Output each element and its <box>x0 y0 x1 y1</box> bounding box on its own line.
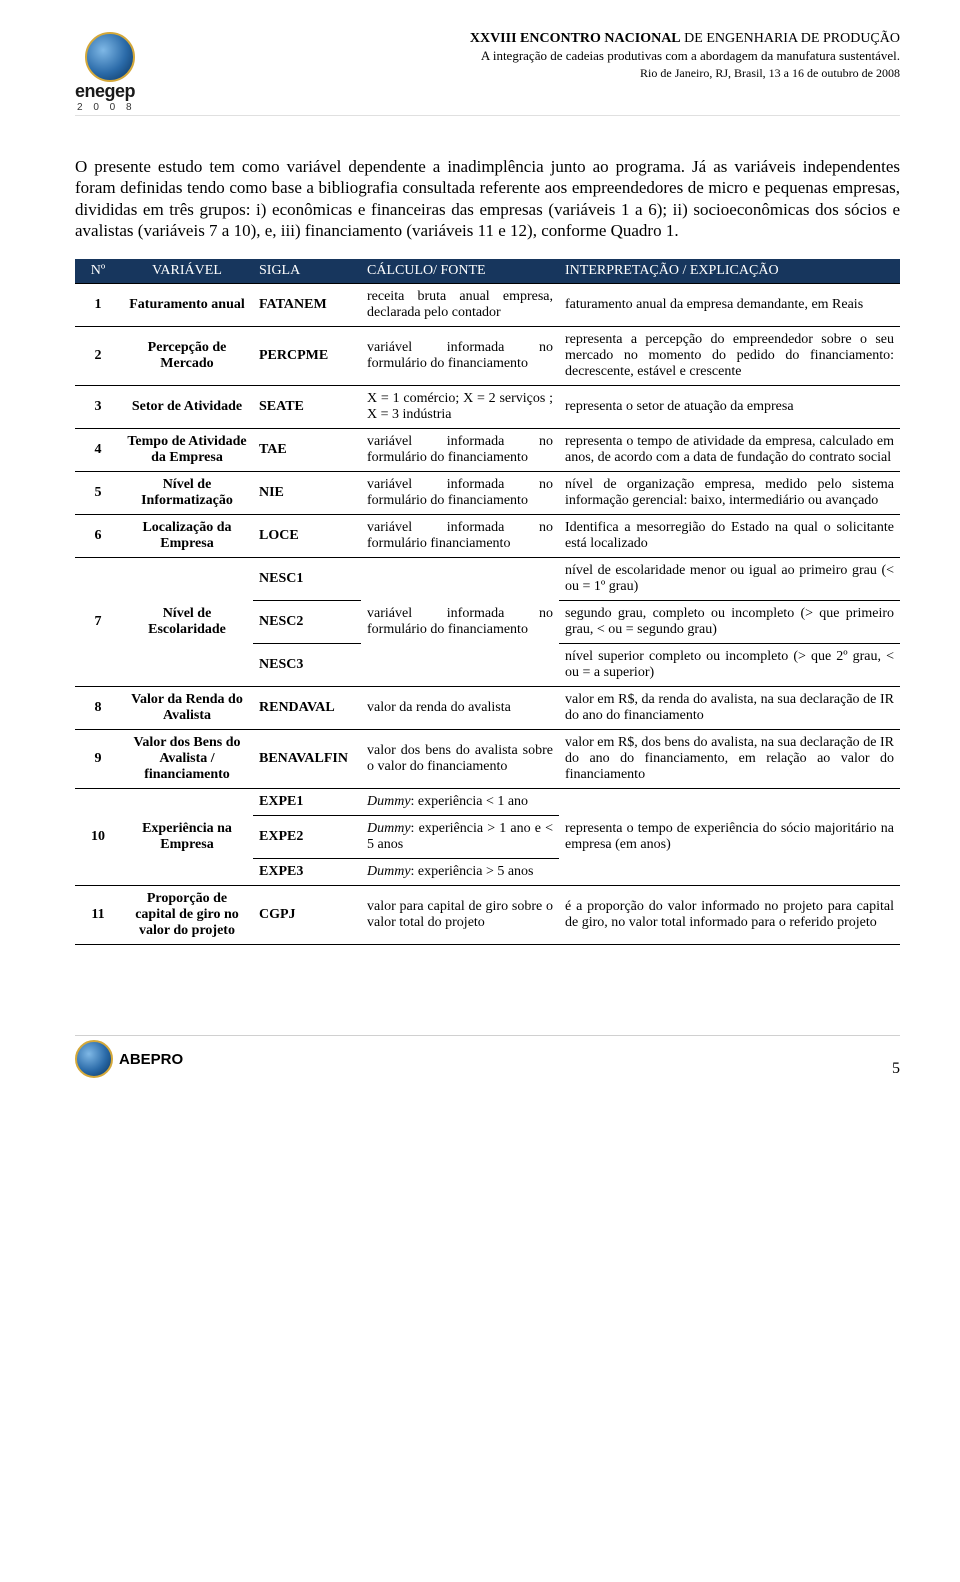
cell-sigla: EXPE2 <box>253 816 361 859</box>
col-fonte: CÁLCULO/ FONTE <box>361 259 559 284</box>
cell-var: Valor dos Bens do Avalista / financiamen… <box>121 730 253 789</box>
cell-fonte: Dummy: experiência > 5 anos <box>361 859 559 886</box>
cell-interp: valor em R$, dos bens do avalista, na su… <box>559 730 900 789</box>
cell-interp: segundo grau, completo ou incompleto (> … <box>559 601 900 644</box>
header-text: XXVIII ENCONTRO NACIONAL DE ENGENHARIA D… <box>177 30 900 82</box>
cell-n: 5 <box>75 472 121 515</box>
cell-fonte: variável informada no formulário do fina… <box>361 429 559 472</box>
cell-fonte: Dummy: experiência < 1 ano <box>361 789 559 816</box>
cell-interp: nível de escolaridade menor ou igual ao … <box>559 558 900 601</box>
cell-n: 3 <box>75 386 121 429</box>
cell-interp: representa a percepção do empreendedor s… <box>559 327 900 386</box>
cell-n: 2 <box>75 327 121 386</box>
cell-fonte: valor da renda do avalista <box>361 687 559 730</box>
cell-n: 10 <box>75 789 121 886</box>
cell-sigla: LOCE <box>253 515 361 558</box>
cell-interp: nível superior completo ou incompleto (>… <box>559 644 900 687</box>
cell-var: Faturamento anual <box>121 284 253 327</box>
cell-interp: nível de organização empresa, medido pel… <box>559 472 900 515</box>
cell-fonte: variável informada no formulário financi… <box>361 515 559 558</box>
cell-var: Nível de Informatização <box>121 472 253 515</box>
enegep-logo: enegep 2 0 0 8 <box>75 30 165 113</box>
abepro-logo: ABEPRO <box>75 1040 185 1078</box>
cell-n: 4 <box>75 429 121 472</box>
cell-interp: faturamento anual da empresa demandante,… <box>559 284 900 327</box>
globe-icon <box>75 1040 113 1078</box>
cell-sigla: BENAVALFIN <box>253 730 361 789</box>
cell-var: Setor de Atividade <box>121 386 253 429</box>
cell-interp: representa o tempo de experiência do sóc… <box>559 789 900 886</box>
cell-interp: Identifica a mesorregião do Estado na qu… <box>559 515 900 558</box>
cell-n: 7 <box>75 558 121 687</box>
globe-icon <box>85 32 135 82</box>
cell-var: Valor da Renda do Avalista <box>121 687 253 730</box>
cell-var: Proporção de capital de giro no valor do… <box>121 886 253 945</box>
table-row: 4 Tempo de Atividade da Empresa TAE vari… <box>75 429 900 472</box>
cell-fonte: variável informada no formulário do fina… <box>361 472 559 515</box>
cell-interp: representa o setor de atuação da empresa <box>559 386 900 429</box>
cell-sigla: NESC3 <box>253 644 361 687</box>
cell-sigla: RENDAVAL <box>253 687 361 730</box>
col-var: VARIÁVEL <box>121 259 253 284</box>
cell-interp: é a proporção do valor informado no proj… <box>559 886 900 945</box>
cell-var: Localização da Empresa <box>121 515 253 558</box>
cell-sigla: SEATE <box>253 386 361 429</box>
page-header: enegep 2 0 0 8 XXVIII ENCONTRO NACIONAL … <box>75 30 900 116</box>
cell-fonte: variável informada no formulário do fina… <box>361 327 559 386</box>
cell-interp: representa o tempo de atividade da empre… <box>559 429 900 472</box>
cell-var: Nível de Escolaridade <box>121 558 253 687</box>
table-row: 5 Nível de Informatização NIE variável i… <box>75 472 900 515</box>
header-location: Rio de Janeiro, RJ, Brasil, 13 a 16 de o… <box>177 66 900 82</box>
table-row: 9 Valor dos Bens do Avalista / financiam… <box>75 730 900 789</box>
table-row: 2 Percepção de Mercado PERCPME variável … <box>75 327 900 386</box>
table-row: 10Experiência na EmpresaEXPE1Dummy: expe… <box>75 789 900 816</box>
cell-n: 8 <box>75 687 121 730</box>
page-footer: ABEPRO 5 <box>75 1035 900 1078</box>
table-row: 1 Faturamento anual FATANEM receita brut… <box>75 284 900 327</box>
cell-n: 11 <box>75 886 121 945</box>
col-interp: INTERPRETAÇÃO / EXPLICAÇÃO <box>559 259 900 284</box>
cell-var: Tempo de Atividade da Empresa <box>121 429 253 472</box>
cell-fonte: Dummy: experiência > 1 ano e < 5 anos <box>361 816 559 859</box>
cell-sigla: EXPE3 <box>253 859 361 886</box>
page-number: 5 <box>892 1060 900 1078</box>
cell-sigla: PERCPME <box>253 327 361 386</box>
cell-fonte: valor para capital de giro sobre o valor… <box>361 886 559 945</box>
cell-n: 9 <box>75 730 121 789</box>
cell-sigla: TAE <box>253 429 361 472</box>
cell-var: Experiência na Empresa <box>121 789 253 886</box>
variables-table: Nº VARIÁVEL SIGLA CÁLCULO/ FONTE INTERPR… <box>75 259 900 945</box>
cell-var: Percepção de Mercado <box>121 327 253 386</box>
cell-fonte: valor dos bens do avalista sobre o valor… <box>361 730 559 789</box>
cell-sigla: NIE <box>253 472 361 515</box>
cell-sigla: NESC1 <box>253 558 361 601</box>
cell-interp: valor em R$, da renda do avalista, na su… <box>559 687 900 730</box>
table-row: 6 Localização da Empresa LOCE variável i… <box>75 515 900 558</box>
col-n: Nº <box>75 259 121 284</box>
cell-fonte: receita bruta anual empresa, declarada p… <box>361 284 559 327</box>
body-paragraph: O presente estudo tem como variável depe… <box>75 156 900 241</box>
cell-n: 1 <box>75 284 121 327</box>
header-title-bold: XXVIII ENCONTRO NACIONAL <box>470 31 681 46</box>
cell-fonte: variável informada no formulário do fina… <box>361 558 559 687</box>
header-title-rest: DE ENGENHARIA DE PRODUÇÃO <box>681 31 900 46</box>
table-row: 8 Valor da Renda do Avalista RENDAVAL va… <box>75 687 900 730</box>
cell-sigla: CGPJ <box>253 886 361 945</box>
table-row: 3 Setor de Atividade SEATE X = 1 comérci… <box>75 386 900 429</box>
cell-n: 6 <box>75 515 121 558</box>
logo-year: 2 0 0 8 <box>77 102 165 113</box>
table-row: 7Nível de EscolaridadeNESC1variável info… <box>75 558 900 601</box>
footer-logo-text: ABEPRO <box>119 1051 183 1068</box>
table-header-row: Nº VARIÁVEL SIGLA CÁLCULO/ FONTE INTERPR… <box>75 259 900 284</box>
header-subtitle: A integração de cadeias produtivas com a… <box>177 48 900 65</box>
cell-fonte: X = 1 comércio; X = 2 serviços ; X = 3 i… <box>361 386 559 429</box>
cell-sigla: EXPE1 <box>253 789 361 816</box>
cell-sigla: NESC2 <box>253 601 361 644</box>
col-sigla: SIGLA <box>253 259 361 284</box>
cell-sigla: FATANEM <box>253 284 361 327</box>
table-row: 11 Proporção de capital de giro no valor… <box>75 886 900 945</box>
